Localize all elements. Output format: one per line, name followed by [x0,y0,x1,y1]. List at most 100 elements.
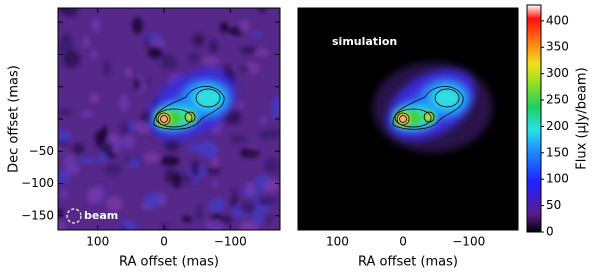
noise-blob [161,223,169,230]
colorbar-tick-label: 150 [546,145,569,159]
noise-blob [58,221,66,230]
noise-blob [209,40,218,54]
noise-blob [119,225,126,230]
noise-blob [239,65,250,73]
noise-blob [164,137,181,152]
x-tick-label: 100 [326,235,349,249]
noise-blob [191,159,200,177]
noise-blob [160,155,180,167]
noise-blob [132,77,142,92]
noise-blob [181,215,193,223]
contour [423,111,435,123]
contour [392,86,464,130]
contour [160,115,168,123]
image-panel [298,8,518,230]
contour [399,115,407,123]
noise-blob [235,101,245,108]
noise-blob [265,216,272,224]
y-tick-label: −50 [29,144,54,158]
beam-marker [66,208,82,224]
noise-blob [192,33,205,47]
noise-blob [103,164,123,175]
noise-blob [72,143,85,155]
colorbar-tick-label: 0 [546,225,554,239]
noise-blob [271,107,280,120]
noise-blob [231,187,238,197]
colorbar-tick-label: 100 [546,172,569,186]
noise-blob [161,54,177,70]
noise-blob [82,36,90,49]
noise-blob [143,192,161,208]
noise-blob [98,152,108,164]
noise-blob [95,130,105,148]
noise-blob [99,142,114,154]
noise-blob [90,49,98,60]
noise-blob [119,94,130,112]
noise-blob [135,121,152,134]
y-tick-label: −100 [21,176,54,190]
noise-blob [201,56,220,66]
colorbar-tick-label: 250 [546,93,569,107]
noise-blob [128,156,141,169]
noise-blob [264,179,280,193]
contour [396,112,410,126]
x-axis-label: RA offset (mas) [358,255,458,270]
image-panel [58,8,280,230]
noise-blob [90,18,101,33]
noise-blob [264,158,279,174]
noise-blob [103,60,112,76]
noise-blob [60,8,79,17]
contour [394,108,432,128]
colorbar-tick-label: 400 [546,13,569,27]
noise-blob [240,201,257,214]
noise-blob [147,45,163,59]
noise-blob [60,190,69,200]
noise-blob [143,152,161,163]
noise-blob [223,110,242,125]
noise-blob [229,135,247,144]
contour [195,88,221,108]
contour [157,112,171,126]
annotation: simulation [332,35,397,48]
noise-blob [239,148,260,158]
noise-blob [258,130,274,139]
emission-cyan [432,87,463,109]
contour [155,108,193,128]
y-tick-label: −150 [21,208,54,222]
noise-blob [93,185,105,203]
emission-peak [162,117,166,121]
noise-blob [58,208,64,217]
noise-blob [89,92,100,104]
noise-blob [254,48,270,57]
noise-blob [58,108,72,117]
colorbar-tick-label: 350 [546,40,569,54]
noise-blob [132,17,143,34]
noise-blob [58,38,74,54]
emission-peak [401,117,405,121]
colorbar-tick-label: 300 [546,66,569,80]
colorbar-tick-label: 200 [546,119,569,133]
noise-blob [251,209,264,226]
noise-blob [58,129,72,143]
noise-blob [239,20,250,34]
x-tick-label: 0 [399,235,407,249]
noise-blob [80,111,94,118]
noise-blob [186,143,205,153]
contour [184,111,196,123]
noise-blob [187,53,202,63]
noise-blob [140,114,148,122]
x-tick-label: −100 [214,235,247,249]
noise-blob [225,215,233,224]
noise-blob [119,120,129,136]
noise-blob [212,179,219,188]
noise-blob [211,155,219,171]
noise-blob [196,204,203,222]
noise-blob [206,167,222,175]
noise-blob [210,198,226,213]
x-tick-label: −100 [452,235,485,249]
x-tick-label: 100 [86,235,109,249]
contour [153,86,225,130]
colorbar-tick-label: 50 [546,198,561,212]
noise-blob [258,8,267,14]
